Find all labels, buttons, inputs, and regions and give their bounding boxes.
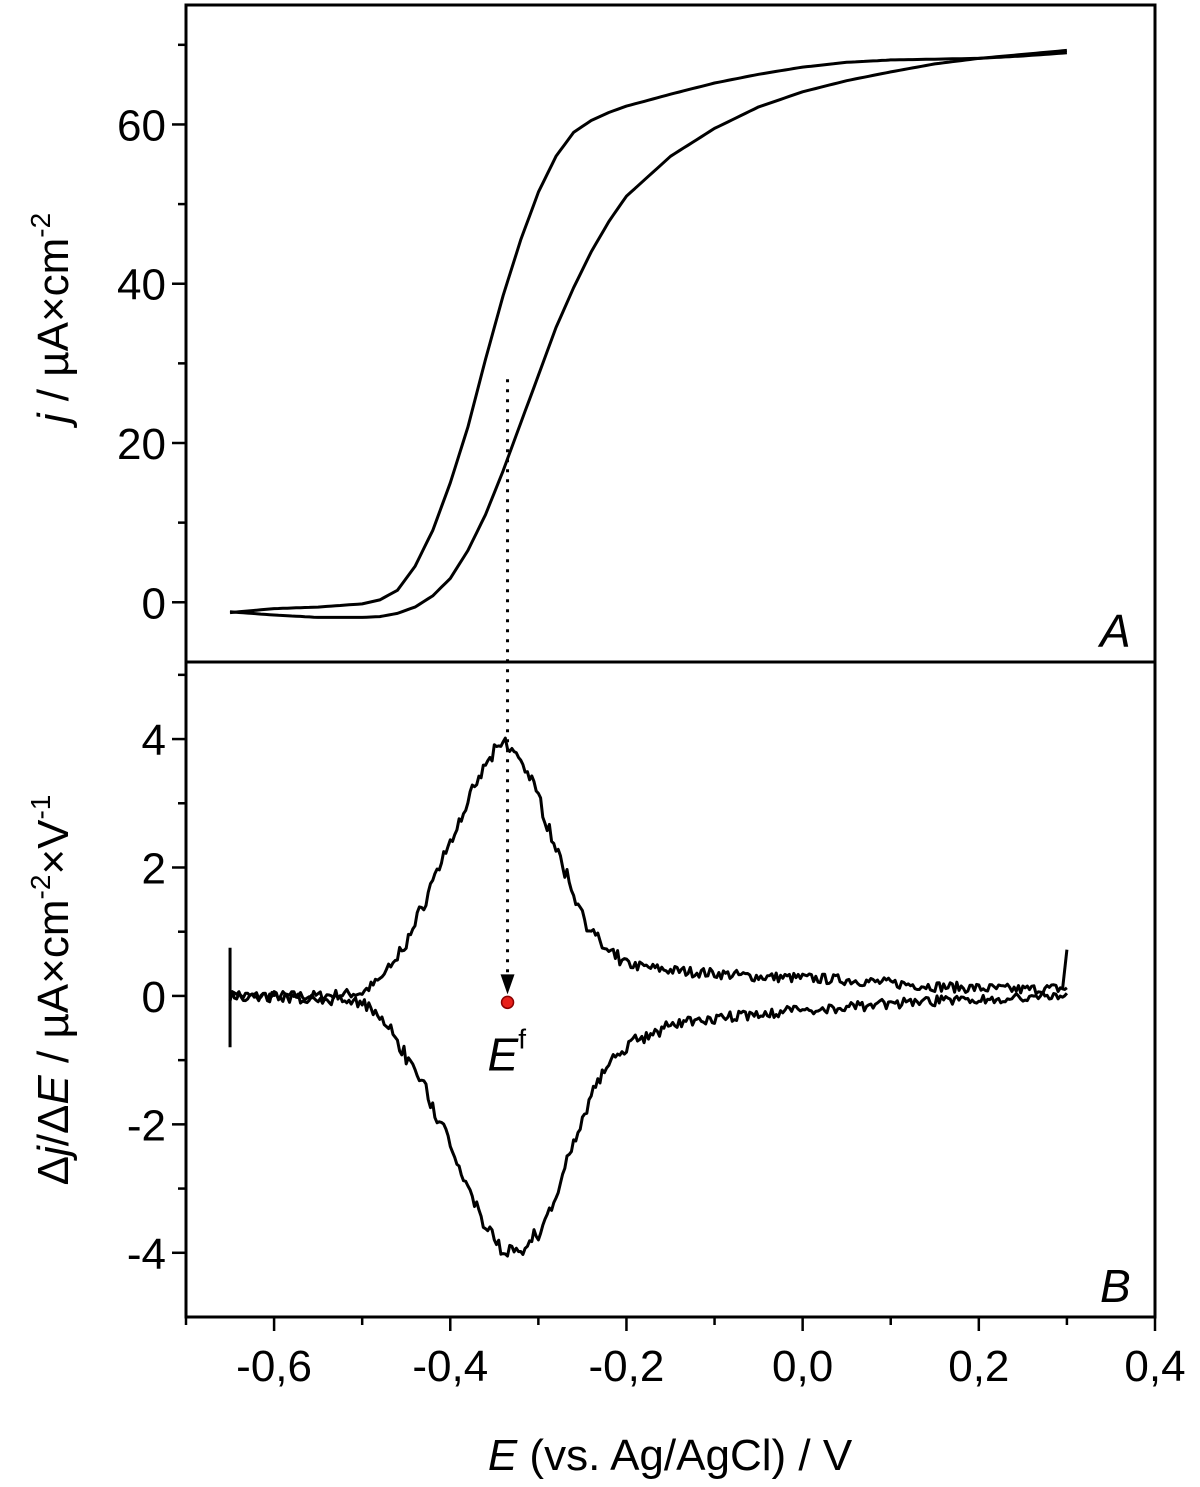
panel-a-y-tick-label: 60 — [117, 101, 166, 150]
x-tick-label: -0,4 — [412, 1342, 488, 1391]
x-axis-label: E (vs. Ag/AgCl) / V — [488, 1431, 853, 1480]
ef-annotation: Ef — [488, 379, 527, 1080]
panel-a-y-ticks: 0 20 40 60 — [117, 43, 186, 628]
x-tick-label: -0,2 — [589, 1342, 665, 1391]
panel-a-y-axis-label: j / µA×cm-2 — [25, 213, 78, 428]
x-tick-label: 0,2 — [948, 1342, 1009, 1391]
panel-a-y-tick-label: 0 — [142, 579, 166, 628]
panel-b-y-tick-label: -4 — [127, 1230, 166, 1279]
panel-b-y-tick-label: 0 — [142, 973, 166, 1022]
panel-b-series-1 — [228, 736, 1068, 1002]
panel-b-end-spike — [1061, 949, 1069, 990]
panel-a-letter: A — [1097, 605, 1131, 657]
panel-b-y-tick-label: 4 — [142, 716, 166, 765]
ef-arrow-head — [500, 974, 515, 995]
ef-label: Ef — [488, 1023, 527, 1080]
panel-b-y-ticks: -4 -2 0 2 4 — [127, 673, 186, 1279]
ef-marker — [500, 995, 515, 1010]
panel-a-y-tick-label: 20 — [117, 420, 166, 469]
panel-b-y-tick-label: -2 — [127, 1101, 166, 1150]
panel-b-y-tick-label: 2 — [142, 844, 166, 893]
panel-b-curves — [228, 736, 1069, 1258]
panel-b-y-axis-label: Δj/ΔE / µA×cm-2×V-1 — [25, 795, 78, 1186]
panel-b-letter: B — [1100, 1260, 1131, 1312]
x-tick-label: -0,6 — [236, 1342, 312, 1391]
panel-a-curves — [229, 48, 1068, 619]
panel-a-series-2 — [229, 48, 1068, 619]
panel-a: 0 20 40 60 A j / µA×cm-2 — [25, 43, 1131, 657]
x-axis-ticks: -0,6 -0,4 -0,2 0,0 0,2 0,4 — [184, 1317, 1186, 1391]
panel-a-series-1 — [229, 51, 1068, 615]
panel-b: -4 -2 0 2 4 -0,6 -0,4 -0,2 0,0 0,2 0,4 B Δj/ΔE / … — [25, 673, 1186, 1480]
x-tick-label: 0,0 — [772, 1342, 833, 1391]
x-tick-label: 0,4 — [1124, 1342, 1185, 1391]
panel-a-y-tick-label: 40 — [117, 261, 166, 310]
panel-b-series-2 — [229, 990, 1069, 1258]
